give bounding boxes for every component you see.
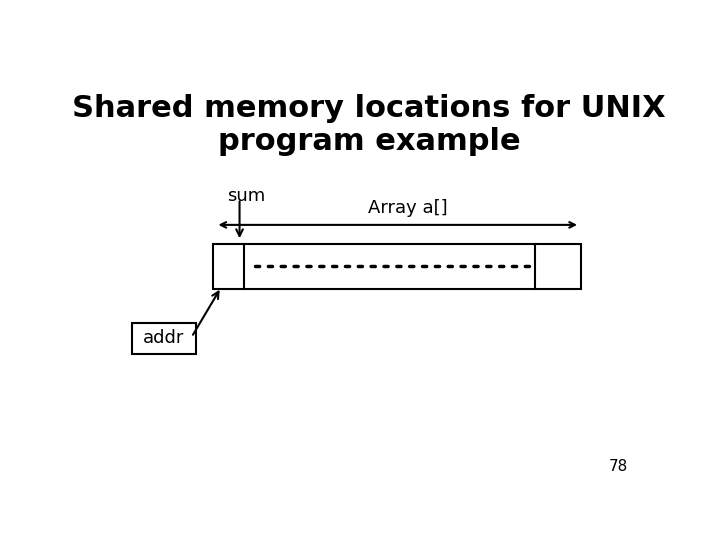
Text: addr: addr [143,329,184,347]
Text: 78: 78 [609,458,629,474]
Text: sum: sum [227,187,265,205]
Bar [132,322,196,354]
Text: Shared memory locations for UNIX
program example: Shared memory locations for UNIX program… [72,94,666,157]
Text: Array a[]: Array a[] [368,199,448,217]
Bar [213,244,581,289]
